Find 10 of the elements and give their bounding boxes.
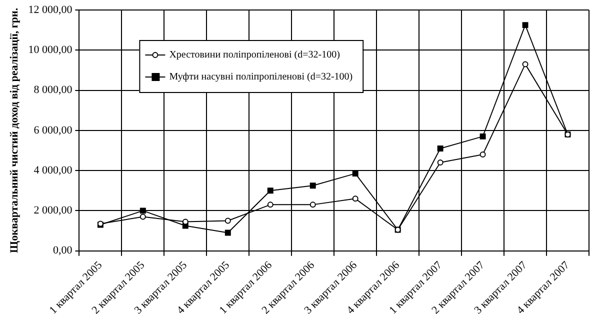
legend-label: Муфти насувні поліпропіленові (d=32-100) [169,72,353,83]
y-tick-label: 2 000,00 [34,204,73,217]
y-axis-title: Щоквартальний чистий доход від реалізації, грн. [8,8,20,253]
y-tick-label: 6 000,00 [34,124,73,136]
y-tick-label: 8 000,00 [34,84,73,96]
y-tick-label: 12 000,00 [28,4,73,16]
legend-label: Хрестовини поліпропіленові (d=32-100) [169,50,340,61]
y-tick-label: 4 000,00 [34,164,73,176]
y-tick-label: 10 000,00 [28,44,73,56]
y-tick-label: 0,00 [52,244,73,257]
